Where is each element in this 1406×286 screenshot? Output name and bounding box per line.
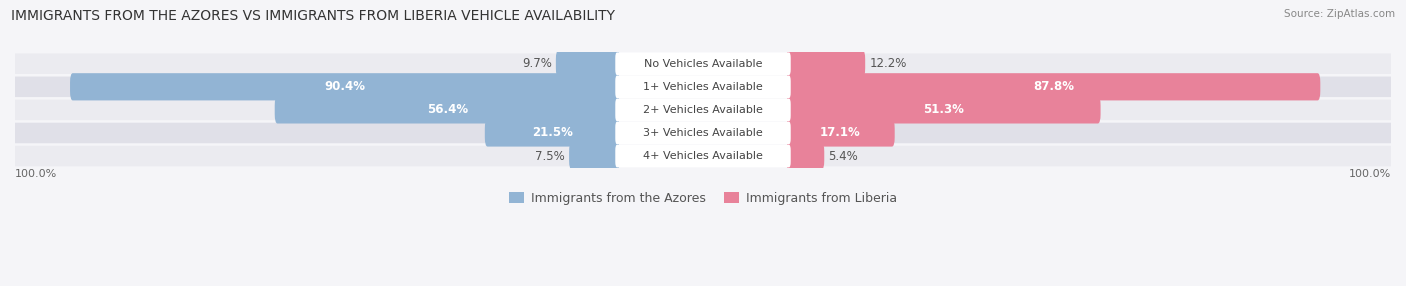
FancyBboxPatch shape (274, 96, 620, 124)
Text: IMMIGRANTS FROM THE AZORES VS IMMIGRANTS FROM LIBERIA VEHICLE AVAILABILITY: IMMIGRANTS FROM THE AZORES VS IMMIGRANTS… (11, 9, 616, 23)
Text: No Vehicles Available: No Vehicles Available (644, 59, 762, 69)
FancyBboxPatch shape (616, 52, 790, 75)
Text: 1+ Vehicles Available: 1+ Vehicles Available (643, 82, 763, 92)
Text: 87.8%: 87.8% (1033, 80, 1074, 93)
FancyBboxPatch shape (786, 96, 1101, 124)
FancyBboxPatch shape (70, 73, 620, 100)
FancyBboxPatch shape (616, 122, 790, 144)
Text: Source: ZipAtlas.com: Source: ZipAtlas.com (1284, 9, 1395, 19)
FancyBboxPatch shape (555, 50, 620, 77)
Text: 7.5%: 7.5% (536, 150, 565, 162)
FancyBboxPatch shape (786, 142, 824, 170)
Text: 100.0%: 100.0% (15, 169, 58, 179)
Text: 56.4%: 56.4% (426, 103, 468, 116)
Text: 12.2%: 12.2% (869, 57, 907, 70)
Text: 4+ Vehicles Available: 4+ Vehicles Available (643, 151, 763, 161)
FancyBboxPatch shape (616, 76, 790, 98)
Text: 21.5%: 21.5% (531, 126, 572, 140)
FancyBboxPatch shape (15, 123, 1391, 143)
FancyBboxPatch shape (569, 142, 620, 170)
Text: 17.1%: 17.1% (820, 126, 860, 140)
Text: 2+ Vehicles Available: 2+ Vehicles Available (643, 105, 763, 115)
FancyBboxPatch shape (616, 145, 790, 167)
FancyBboxPatch shape (15, 146, 1391, 166)
FancyBboxPatch shape (786, 119, 894, 147)
Text: 5.4%: 5.4% (828, 150, 858, 162)
FancyBboxPatch shape (15, 100, 1391, 120)
Text: 3+ Vehicles Available: 3+ Vehicles Available (643, 128, 763, 138)
FancyBboxPatch shape (15, 77, 1391, 97)
Text: 100.0%: 100.0% (1348, 169, 1391, 179)
FancyBboxPatch shape (786, 50, 865, 77)
Text: 90.4%: 90.4% (325, 80, 366, 93)
FancyBboxPatch shape (786, 73, 1320, 100)
FancyBboxPatch shape (485, 119, 620, 147)
FancyBboxPatch shape (616, 99, 790, 121)
Text: 51.3%: 51.3% (922, 103, 965, 116)
Legend: Immigrants from the Azores, Immigrants from Liberia: Immigrants from the Azores, Immigrants f… (505, 187, 901, 210)
Text: 9.7%: 9.7% (522, 57, 551, 70)
FancyBboxPatch shape (15, 53, 1391, 74)
